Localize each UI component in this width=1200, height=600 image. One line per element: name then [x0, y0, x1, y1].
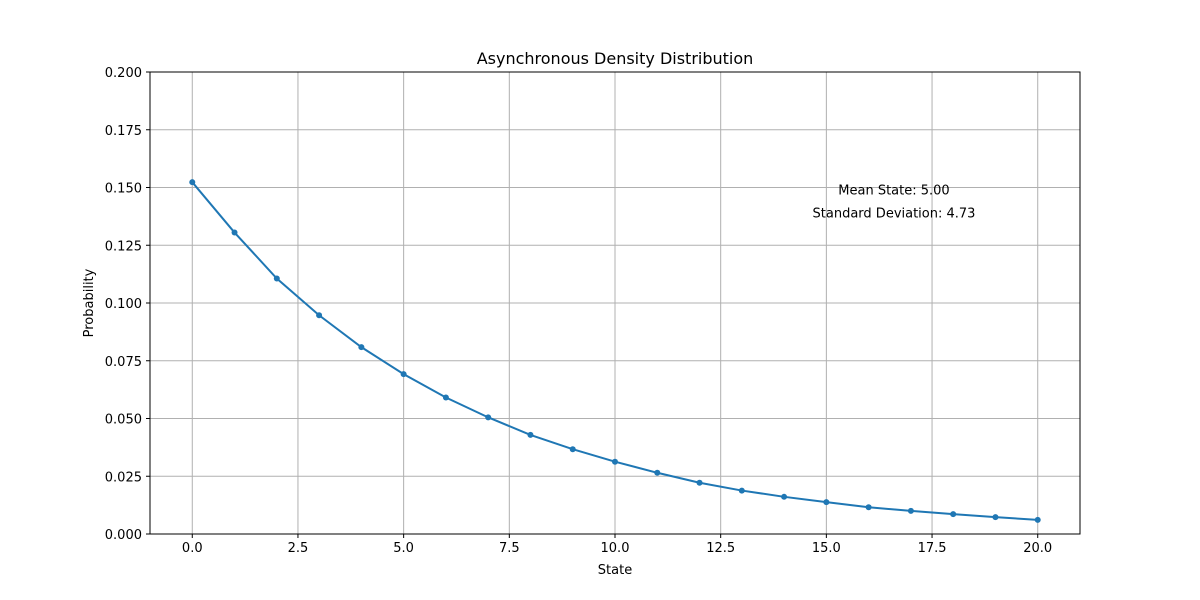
x-tick-label: 17.5 [918, 541, 947, 556]
y-tick-label: 0.025 [105, 470, 142, 485]
y-tick-label: 0.150 [105, 182, 142, 197]
series-group [189, 179, 1041, 523]
y-axis-ticks: 0.000 0.025 0.050 0.075 0.100 0.125 0.150 0.175… [105, 66, 150, 543]
y-tick-label: 0.200 [105, 66, 142, 81]
plot-frame [149, 71, 1081, 535]
data-point [400, 371, 407, 378]
data-point [738, 487, 745, 494]
data-point [907, 507, 914, 514]
x-tick-label: 10.0 [601, 541, 630, 556]
x-tick-label: 2.5 [288, 541, 309, 556]
x-tick-label: 15.0 [812, 541, 841, 556]
data-point [231, 229, 238, 236]
y-tick-label: 0.175 [105, 124, 142, 139]
annotations: Mean State: 5.00 Standard Deviation: 4.73 [813, 183, 976, 221]
x-tick-label: 7.5 [499, 541, 520, 556]
data-point [442, 394, 449, 401]
data-point [316, 312, 323, 319]
y-tick-label: 0.125 [105, 239, 142, 254]
data-point [358, 344, 365, 351]
data-point [527, 431, 534, 438]
annotation-text: Standard Deviation: 4.73 [813, 207, 976, 222]
x-tick-label: 20.0 [1023, 541, 1052, 556]
data-point [696, 479, 703, 486]
data-point [1034, 516, 1041, 523]
x-tick-label: 0.0 [182, 541, 203, 556]
data-point [950, 511, 957, 518]
y-tick-label: 0.075 [105, 355, 142, 370]
data-point [865, 504, 872, 511]
grid [150, 71, 1080, 535]
data-point [612, 458, 618, 465]
data-point [781, 493, 788, 500]
x-tick-label: 5.0 [393, 541, 414, 556]
data-point [485, 414, 492, 421]
data-point [992, 514, 999, 521]
chart-title: Asynchronous Density Distribution [477, 49, 754, 68]
data-point [569, 446, 576, 453]
data-point [823, 499, 830, 506]
y-tick-label: 0.100 [105, 297, 142, 312]
x-axis-label: State [598, 563, 632, 578]
x-tick-label: 12.5 [706, 541, 735, 556]
y-axis-label: Probability [82, 268, 97, 337]
data-point [189, 179, 196, 186]
data-point [654, 469, 661, 476]
data-point [273, 275, 280, 282]
annotation-text: Mean State: 5.00 [838, 183, 949, 198]
y-tick-label: 0.050 [105, 413, 142, 428]
x-axis-ticks: 0.0 2.5 5.0 7.5 10.0 12.5 15.0 17.5 20.0 [182, 534, 1052, 556]
y-tick-label: 0.000 [105, 528, 142, 543]
